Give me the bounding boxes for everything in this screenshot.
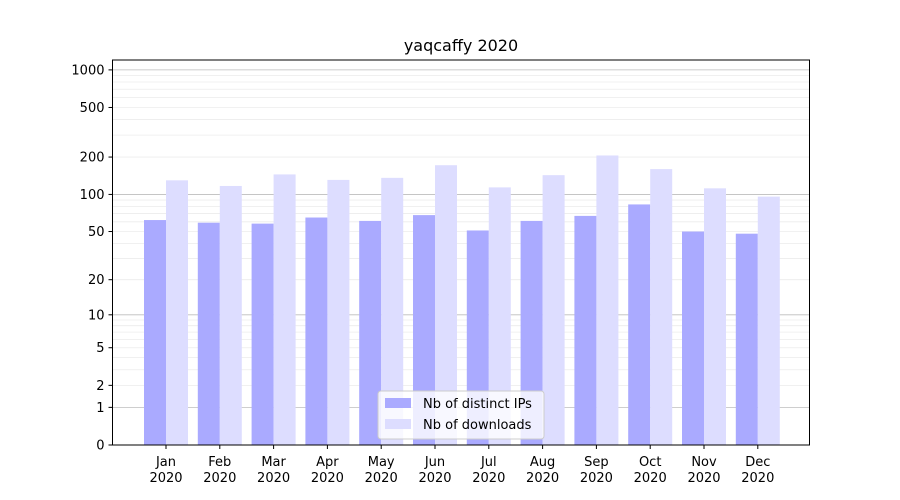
bar-downloads bbox=[596, 155, 619, 445]
bar-downloads bbox=[166, 180, 188, 445]
bars bbox=[144, 155, 780, 445]
y-tick-label: 5 bbox=[96, 341, 104, 356]
bar-ips bbox=[197, 222, 220, 445]
bar-ips bbox=[628, 204, 651, 445]
x-tick-label: Apr 2020 bbox=[311, 455, 344, 486]
bar-ips bbox=[735, 233, 758, 445]
bar-downloads bbox=[704, 188, 726, 445]
legend-label-ips: Nb of distinct IPs bbox=[423, 397, 532, 412]
bar-downloads bbox=[488, 187, 511, 445]
y-tick-label: 50 bbox=[88, 225, 105, 240]
y-tick-label: 200 bbox=[80, 151, 105, 166]
legend-box bbox=[377, 390, 545, 440]
bar-ips bbox=[359, 220, 382, 445]
x-tick-label: Nov 2020 bbox=[687, 455, 720, 486]
bar-ips bbox=[574, 215, 597, 445]
y-tick-label: 2 bbox=[96, 379, 104, 394]
bar-downloads bbox=[542, 175, 565, 445]
legend-label-downloads: Nb of downloads bbox=[423, 418, 532, 433]
legend: Nb of distinct IPs Nb of downloads bbox=[377, 390, 545, 440]
bar-downloads bbox=[757, 196, 780, 445]
x-tick-label: Jul 2020 bbox=[472, 455, 505, 486]
bar-ips bbox=[413, 215, 435, 445]
y-tick-label: 20 bbox=[88, 273, 105, 288]
legend-swatch-downloads bbox=[385, 419, 411, 429]
y-tick-label: 0 bbox=[96, 439, 104, 454]
chart-title: yaqcaffy 2020 bbox=[404, 36, 518, 55]
x-tick-label: Oct 2020 bbox=[634, 455, 667, 486]
y-tick-label: 1 bbox=[96, 401, 104, 416]
x-tick-label: Jan 2020 bbox=[149, 455, 182, 486]
bar-downloads bbox=[650, 169, 673, 445]
x-tick-label: Dec 2020 bbox=[741, 455, 774, 486]
x-tick-label: Jun 2020 bbox=[418, 455, 451, 486]
y-tick-label: 500 bbox=[80, 101, 105, 116]
bar-ips bbox=[144, 220, 166, 445]
legend-swatch-ips bbox=[385, 398, 411, 408]
bar-downloads bbox=[435, 165, 457, 445]
bar-ips bbox=[251, 223, 274, 445]
bar-downloads bbox=[273, 174, 296, 445]
x-tick-label: Aug 2020 bbox=[526, 455, 559, 486]
bar-ips bbox=[305, 217, 328, 445]
bar-ips bbox=[682, 231, 704, 445]
bar-downloads bbox=[381, 177, 404, 445]
x-tick-label: Feb 2020 bbox=[203, 455, 236, 486]
y-tick-label: 1000 bbox=[71, 63, 104, 78]
bar-ips bbox=[520, 220, 543, 445]
bar-downloads bbox=[327, 179, 350, 445]
x-tick-label: May 2020 bbox=[365, 455, 398, 486]
y-tick-label: 100 bbox=[80, 188, 105, 203]
x-axis: Jan 2020 Feb 2020 Mar 2020 Apr 2020 May 2020 Jun 20… bbox=[149, 445, 774, 486]
x-tick-label: Mar 2020 bbox=[257, 455, 290, 486]
x-tick-label: Sep 2020 bbox=[580, 455, 613, 486]
y-tick-label: 10 bbox=[88, 308, 105, 323]
y-axis: 0 1 2 5 10 20 50 100 200 500 1000 bbox=[71, 63, 113, 454]
plot-frame bbox=[112, 59, 810, 446]
bar-downloads bbox=[219, 185, 242, 445]
